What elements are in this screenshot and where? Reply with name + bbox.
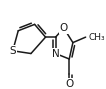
Text: O: O bbox=[65, 79, 73, 89]
Text: S: S bbox=[9, 46, 16, 56]
Text: N: N bbox=[52, 49, 59, 59]
Text: CH₃: CH₃ bbox=[88, 33, 105, 42]
Text: O: O bbox=[60, 23, 68, 33]
